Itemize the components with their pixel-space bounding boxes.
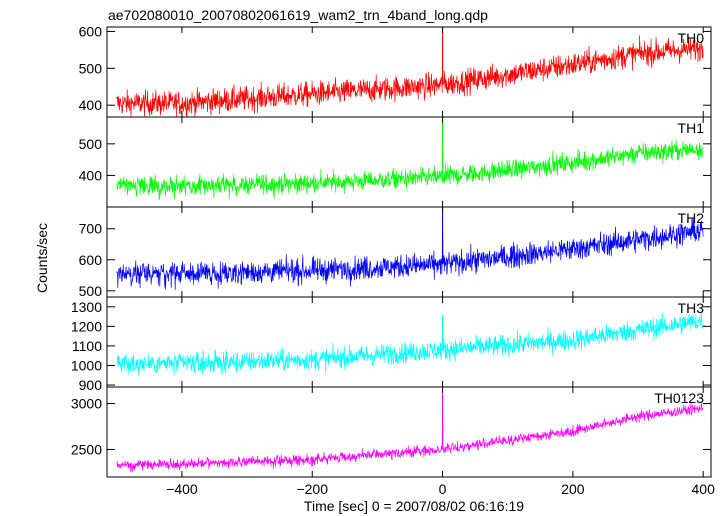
panel-frame <box>106 386 712 478</box>
y-tick-label: 1000 <box>71 357 102 373</box>
y-tick-label: 600 <box>79 252 103 268</box>
panel-th0123: 2500 3000 TH0123 <box>71 386 712 478</box>
y-tick-label: 600 <box>79 23 103 39</box>
y-tick-label: 400 <box>79 167 103 183</box>
series-line-th3 <box>116 312 704 376</box>
x-tick-label: 400 <box>692 481 716 497</box>
series-line-th0 <box>116 27 704 117</box>
x-axis-label: Time [sec] 0 = 2007/08/02 06:16:19 <box>304 498 524 514</box>
y-tick-label: 500 <box>79 60 103 76</box>
panel-frame <box>106 116 712 208</box>
y-tick-label: 700 <box>79 221 103 237</box>
panel-th1: 400 500 TH1 <box>79 116 712 208</box>
y-axis-label: Counts/sec <box>34 223 50 293</box>
y-tick-label: 900 <box>79 377 103 393</box>
y-tick-label: 1200 <box>71 318 102 334</box>
y-tick-label: 1100 <box>72 338 102 354</box>
y-tick-label: 400 <box>79 97 103 113</box>
x-tick-label: −400 <box>166 481 198 497</box>
series-label-th2: TH2 <box>678 210 705 226</box>
x-tick-label: 0 <box>439 481 447 497</box>
x-tick-label: −200 <box>296 481 328 497</box>
y-tick-label: 3000 <box>71 396 102 412</box>
y-tick-label: 1300 <box>71 299 102 315</box>
chart-title: ae702080010_20070802061619_wam2_trn_4ban… <box>108 7 488 23</box>
x-tick-label: 200 <box>561 481 585 497</box>
panel-th0: 400 500 600 TH0 <box>79 23 712 118</box>
y-tick-label: 500 <box>79 136 103 152</box>
series-line-th1 <box>116 117 704 200</box>
series-label-th1: TH1 <box>678 120 705 136</box>
panel-frame <box>106 206 712 298</box>
series-label-th3: TH3 <box>678 300 705 316</box>
series-label-th0123: TH0123 <box>654 390 704 406</box>
panel-frame <box>106 26 712 118</box>
series-line-th0123 <box>116 393 704 473</box>
series-label-th0: TH0 <box>678 30 705 46</box>
panel-th3: 900 1000 1100 1200 1300 TH3 <box>71 296 712 393</box>
series-line-th2 <box>116 207 704 290</box>
panel-frame <box>106 296 712 388</box>
y-tick-label: 2500 <box>71 441 102 457</box>
panels-group: 400 500 600 TH0 400 500 TH1 500 600 700 TH2 900 1000… <box>71 23 715 497</box>
panel-th2: 500 600 700 TH2 <box>79 206 712 299</box>
y-tick-label: 500 <box>79 283 103 299</box>
